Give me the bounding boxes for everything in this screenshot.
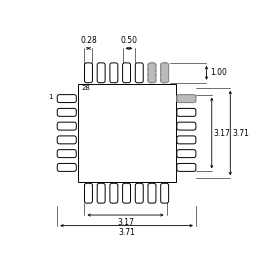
FancyBboxPatch shape bbox=[57, 122, 76, 130]
FancyBboxPatch shape bbox=[123, 183, 130, 203]
FancyBboxPatch shape bbox=[177, 163, 196, 171]
Bar bbox=[78, 84, 175, 182]
Text: 3.17: 3.17 bbox=[214, 128, 231, 138]
FancyBboxPatch shape bbox=[57, 163, 76, 171]
FancyBboxPatch shape bbox=[110, 183, 118, 203]
FancyBboxPatch shape bbox=[177, 136, 196, 144]
Text: 3.71: 3.71 bbox=[118, 228, 135, 237]
FancyBboxPatch shape bbox=[177, 150, 196, 158]
FancyBboxPatch shape bbox=[97, 63, 105, 83]
FancyBboxPatch shape bbox=[177, 108, 196, 116]
FancyBboxPatch shape bbox=[148, 183, 156, 203]
Text: 1.00: 1.00 bbox=[210, 68, 227, 77]
FancyBboxPatch shape bbox=[57, 136, 76, 144]
FancyBboxPatch shape bbox=[57, 95, 76, 103]
FancyBboxPatch shape bbox=[84, 183, 93, 203]
Text: 1: 1 bbox=[48, 94, 52, 100]
FancyBboxPatch shape bbox=[57, 108, 76, 116]
FancyBboxPatch shape bbox=[177, 122, 196, 130]
Text: 0.28: 0.28 bbox=[80, 36, 97, 45]
FancyBboxPatch shape bbox=[177, 95, 196, 103]
FancyBboxPatch shape bbox=[57, 150, 76, 158]
FancyBboxPatch shape bbox=[123, 63, 130, 83]
FancyBboxPatch shape bbox=[161, 183, 169, 203]
Text: 0.50: 0.50 bbox=[121, 36, 137, 45]
Text: 3.71: 3.71 bbox=[232, 128, 249, 138]
Text: 28: 28 bbox=[82, 85, 90, 91]
FancyBboxPatch shape bbox=[148, 63, 156, 83]
FancyBboxPatch shape bbox=[110, 63, 118, 83]
FancyBboxPatch shape bbox=[161, 63, 169, 83]
Text: 3.17: 3.17 bbox=[117, 218, 134, 227]
FancyBboxPatch shape bbox=[84, 63, 93, 83]
FancyBboxPatch shape bbox=[135, 183, 143, 203]
FancyBboxPatch shape bbox=[97, 183, 105, 203]
FancyBboxPatch shape bbox=[135, 63, 143, 83]
